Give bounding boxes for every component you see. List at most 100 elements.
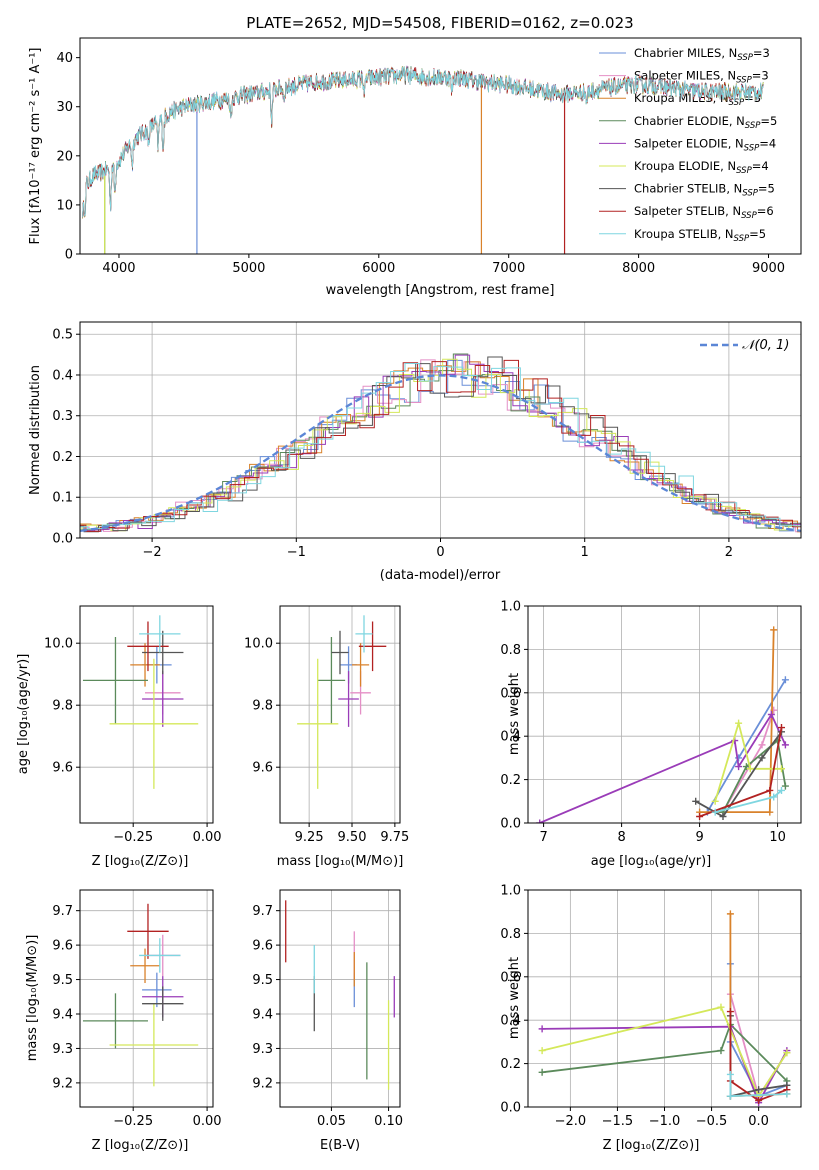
mass-weight-lines	[536, 626, 789, 823]
residuals-panel: (data-model)/error Normed distribution 𝒩…	[28, 321, 802, 583]
mass-weight-marker	[719, 812, 727, 820]
mass-weight-marker	[778, 786, 785, 794]
errorbar-point	[109, 658, 199, 789]
y-tick-label: 9.4	[252, 1008, 273, 1023]
mass-weight-series-line	[541, 1006, 788, 1099]
axes-frame	[79, 321, 802, 539]
mass-weight-marker	[538, 1025, 546, 1033]
x-tick-label: 9	[695, 830, 703, 845]
grid	[80, 890, 213, 1107]
y-tick-label: 9.7	[252, 904, 273, 919]
x-tick-label: 0.00	[193, 830, 222, 845]
y-tick-label: 9.6	[252, 939, 273, 954]
x-tick-label: −1.0	[649, 1114, 681, 1129]
spectrum-ylabel: Flux [fλ10⁻¹⁷ erg cm⁻² s⁻¹ A⁻¹]	[28, 48, 43, 245]
mass-weight-marker	[717, 1003, 725, 1011]
mass-weight-marker	[758, 741, 766, 749]
y-tick-label: 10.0	[44, 637, 73, 652]
y-tick-label: 0.8	[500, 643, 521, 658]
x-tick-label: −1.5	[602, 1114, 634, 1129]
mass-weight-marker	[758, 754, 766, 762]
mass-weight-marker	[778, 724, 785, 732]
x-tick-label: 0.10	[374, 1114, 403, 1129]
y-tick-label: 0.3	[52, 409, 73, 424]
legend-entry: Chabrier ELODIE, NSSP=5	[634, 114, 777, 131]
legend-entry: Kroupa STELIB, NSSP=5	[634, 227, 766, 244]
x-tick-label: 0	[436, 545, 444, 560]
axes-frame	[527, 605, 802, 824]
x-tick-label: 9.50	[338, 830, 367, 845]
y-tick-label: 1.0	[500, 600, 521, 615]
age-vs-mass-panel: mass [log₁₀(M/M⊙)] 9.25 9.50 9.75 9.6 9.8 10.…	[244, 605, 409, 869]
legend-entry: Salpeter STELIB, NSSP=6	[634, 204, 774, 221]
normal-curve-legend-label: 𝒩(0, 1)	[742, 338, 789, 353]
x-tick-label: 0.00	[193, 1114, 222, 1129]
mass-weight-marker	[781, 676, 789, 684]
x-tick-label: 1	[581, 545, 589, 560]
errorbar-points	[82, 615, 199, 789]
errorbar-point	[142, 986, 184, 1021]
x-tick-label: −0.5	[696, 1114, 728, 1129]
x-tick-label: 9.75	[380, 830, 409, 845]
y-tick-label: 0.4	[52, 368, 73, 383]
mass-weight-marker	[778, 765, 785, 773]
y-tick-label: 9.3	[52, 1042, 73, 1057]
legend-entry: Salpeter MILES, NSSP=3	[634, 69, 769, 86]
age-vs-metallicity-ylabel: age [log₁₀(age/yr)]	[16, 654, 31, 775]
residuals-ylabel: Normed distribution	[28, 365, 43, 495]
grid	[280, 606, 400, 823]
y-tick-label: 0.8	[500, 927, 521, 942]
mass-weight-marker	[746, 765, 754, 773]
normal-curve-line	[80, 374, 801, 533]
x-tick-label: −0.25	[113, 830, 153, 845]
y-tick-label: 9.4	[52, 1008, 73, 1023]
errorbar-point	[82, 637, 148, 724]
errorbar-point	[82, 993, 148, 1049]
mass-weight-marker	[735, 763, 743, 771]
y-tick-label: 0.2	[500, 773, 521, 788]
y-tick-label: 0.4	[500, 730, 521, 745]
errorbar-point	[297, 658, 339, 789]
y-tick-label: 40	[56, 51, 73, 66]
mass-weight-marker	[781, 741, 789, 749]
x-tick-label: 5000	[232, 261, 265, 276]
grid	[528, 889, 801, 1108]
legend-entry: Kroupa MILES, NSSP=3	[634, 91, 761, 108]
weight-vs-metallicity-panel: Z [log₁₀(Z/Z⊙)] mass weight −2.0 −1.5 −1.0…	[500, 884, 802, 1153]
mass-weight-series-line	[695, 731, 783, 818]
mass-weight-marker	[770, 626, 778, 634]
errorbar-point	[130, 948, 160, 983]
mass-weight-marker	[770, 793, 778, 801]
y-tick-label: 0.0	[500, 817, 521, 832]
grid	[80, 606, 213, 823]
mass-weight-marker	[742, 763, 750, 771]
y-tick-label: 9.7	[52, 904, 73, 919]
mass-weight-marker	[755, 1086, 763, 1094]
x-tick-label: 10	[769, 830, 786, 845]
errorbar-point	[355, 615, 373, 653]
y-tick-label: 0.0	[52, 532, 73, 547]
x-tick-label: −0.25	[113, 1114, 153, 1129]
grid	[528, 605, 801, 824]
y-tick-label: 9.6	[52, 939, 73, 954]
spectrum-title: PLATE=2652, MJD=54508, FIBERID=0162, z=0…	[246, 14, 633, 32]
y-tick-label: 9.2	[52, 1076, 73, 1091]
age-vs-mass-xlabel: mass [log₁₀(M/M⊙)]	[277, 854, 404, 869]
x-tick-label: 9000	[752, 261, 785, 276]
weight-vs-age-xlabel: age [log₁₀(age/yr)]	[591, 854, 712, 869]
errorbar-point	[127, 621, 169, 672]
mass-weight-series-line	[714, 719, 782, 802]
spectrum-lines	[82, 65, 764, 254]
axes-frame	[79, 605, 214, 824]
mass-weight-marker	[726, 1092, 734, 1100]
mass-vs-metallicity-panel: Z [log₁₀(Z/Z⊙)] mass [log₁₀(M/M⊙)] −0.25…	[25, 889, 222, 1153]
mass-weight-lines	[538, 910, 791, 1107]
errorbar-point	[317, 637, 346, 724]
age-vs-metallicity-xlabel: Z [log₁₀(Z/Z⊙)]	[92, 854, 189, 869]
weight-vs-age-panel: age [log₁₀(age/yr)] mass weight 7 8 9 10 0.0…	[500, 600, 802, 869]
mass-weight-marker	[735, 754, 743, 762]
x-tick-label: 6000	[362, 261, 395, 276]
age-vs-metallicity-panel: Z [log₁₀(Z/Z⊙)] age [log₁₀(age/yr)] −0.2…	[16, 605, 222, 869]
x-tick-label: 8000	[622, 261, 655, 276]
mass-weight-marker	[767, 711, 775, 718]
